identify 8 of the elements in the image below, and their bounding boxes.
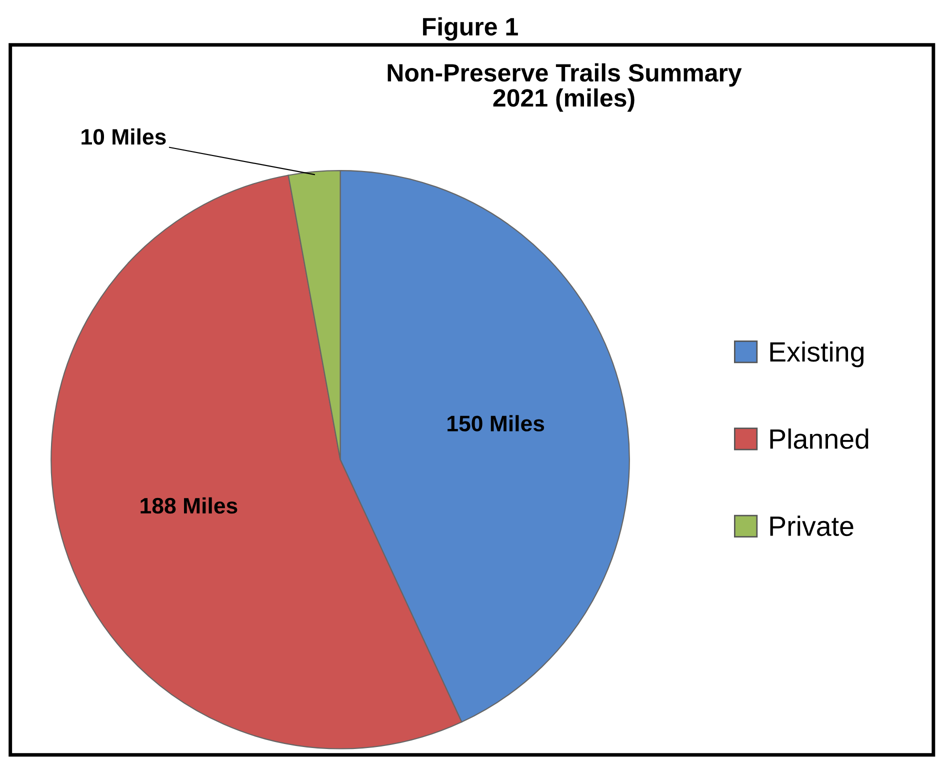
legend-label: Private — [770, 516, 854, 536]
legend-label: Existing — [770, 341, 864, 368]
legend-label: Planned — [770, 428, 868, 449]
data-label: 188 Miles — [140, 497, 238, 514]
data-label: 150 Miles — [448, 415, 544, 432]
chart-subtitle: Non-Preserve Trails Summary 2021 (miles) — [388, 63, 742, 112]
chart-title: Figure 1 — [423, 17, 518, 41]
data-label: 10 Miles — [82, 128, 166, 145]
